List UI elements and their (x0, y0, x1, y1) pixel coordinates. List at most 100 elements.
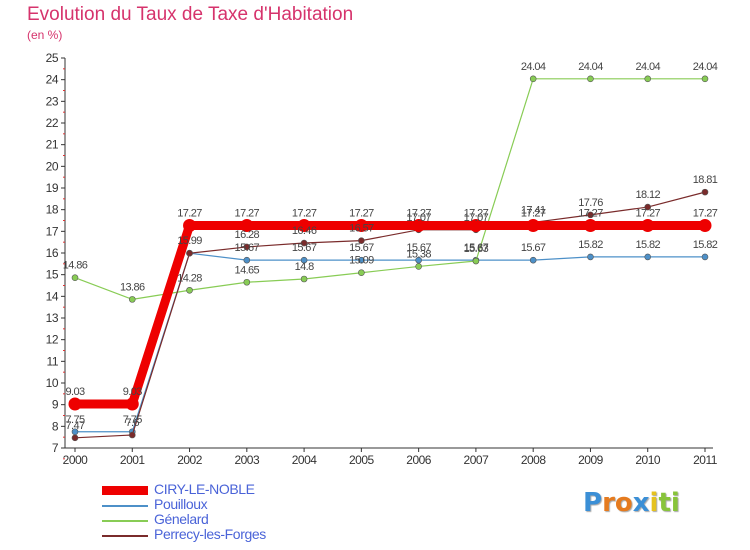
data-point (68, 397, 82, 411)
data-label: 15.38 (406, 248, 431, 260)
data-point (128, 431, 136, 439)
y-tick-label: 12 (46, 333, 59, 347)
data-label: 17.07 (406, 212, 431, 224)
y-tick-label: 23 (46, 94, 59, 108)
data-point (472, 257, 480, 265)
logo-letter: r (602, 488, 615, 518)
data-point (583, 218, 597, 232)
data-point (529, 256, 537, 264)
x-tick-label: 2007 (464, 453, 490, 467)
x-tick-label: 2000 (63, 453, 89, 467)
data-label: 7.47 (65, 420, 84, 432)
data-label: 15.67 (464, 242, 489, 254)
data-point (354, 218, 368, 232)
data-label: 17.27 (235, 207, 260, 219)
data-label: 17.27 (578, 207, 603, 219)
data-label: 17.27 (635, 207, 660, 219)
data-label: 17.27 (292, 207, 317, 219)
chart-series (68, 75, 712, 442)
data-label: 17.41 (521, 204, 546, 216)
data-label: 15.67 (349, 242, 374, 254)
data-label: 17.27 (406, 207, 431, 219)
legend-swatch-pouilloux (102, 505, 148, 507)
y-tick-label: 18 (46, 203, 59, 217)
logo-letter: P (583, 488, 603, 518)
chart-unit-label: (en %) (27, 28, 63, 42)
data-point (128, 296, 136, 303)
data-point (587, 211, 594, 219)
data-label: 15.82 (635, 239, 660, 251)
data-point (529, 75, 537, 83)
data-label: 15.82 (578, 239, 603, 251)
data-label: 14.86 (63, 260, 88, 272)
data-label: 24.04 (635, 61, 660, 73)
y-tick-label: 19 (46, 181, 59, 195)
y-tick-label: 17 (46, 224, 59, 238)
y-tick-label: 8 (52, 419, 59, 433)
data-point (300, 275, 308, 283)
data-point (300, 256, 308, 264)
data-label: 18.81 (693, 174, 718, 186)
data-label: 14.28 (177, 272, 202, 284)
data-label: 24.04 (521, 61, 546, 73)
data-label: 24.04 (693, 61, 718, 73)
chart-axes: 7 8 9 10 11 12 13 14 15 16 17 18 19 20 21 22 23 24 25 2000 2… (46, 51, 719, 467)
data-label: 13.86 (120, 281, 145, 293)
data-label: 14.8 (295, 261, 314, 273)
data-label: 16.46 (292, 225, 317, 237)
y-tick-label: 14 (46, 289, 59, 303)
data-point (358, 256, 365, 264)
data-point (701, 75, 709, 83)
data-label: 17.27 (177, 207, 202, 219)
x-tick-label: 2005 (349, 453, 375, 467)
legend-label-pouilloux: Pouilloux (154, 496, 208, 512)
y-tick-label: 10 (46, 376, 59, 390)
data-label: 17.27 (521, 207, 546, 219)
data-point (125, 397, 139, 411)
data-point (412, 218, 426, 232)
data-label: 17.76 (578, 197, 603, 209)
x-tick-label: 2001 (120, 453, 146, 467)
data-point (358, 269, 365, 277)
data-point (71, 434, 79, 442)
chart-title: Evolution du Taux de Taxe d'Habitation (27, 4, 354, 25)
y-tick-label: 22 (46, 116, 59, 130)
data-point (300, 239, 308, 247)
y-tick-label: 11 (47, 354, 59, 368)
data-label: 17.07 (464, 212, 489, 224)
data-point (186, 249, 193, 257)
x-tick-label: 2002 (177, 453, 203, 467)
data-point (701, 253, 709, 261)
legend-swatch-perrecy (102, 535, 148, 537)
data-point (641, 218, 655, 232)
data-point (71, 274, 79, 282)
data-label: 18.12 (635, 189, 660, 201)
data-label: 14.65 (235, 264, 260, 276)
x-tick-label: 2009 (578, 453, 604, 467)
data-label: 7.6 (126, 417, 140, 429)
data-point (243, 243, 251, 251)
data-label: 15.67 (292, 242, 317, 254)
data-point (587, 75, 594, 83)
series-line-3 (70, 220, 710, 409)
data-label: 17.27 (349, 207, 374, 219)
legend-label-perrecy: Perrecy-les-Forges (154, 526, 266, 542)
data-label: 15.67 (406, 242, 431, 254)
legend-label-genelard: Génelard (154, 511, 209, 527)
data-label: 15.09 (349, 255, 374, 267)
x-tick-label: 2010 (635, 453, 661, 467)
data-point (243, 256, 251, 264)
data-label: 15.82 (693, 239, 718, 251)
x-tick-label: 2004 (292, 453, 318, 467)
data-point (186, 286, 193, 294)
y-tick-label: 21 (46, 138, 59, 152)
data-label: 16.57 (349, 223, 374, 235)
x-tick-label: 2011 (693, 453, 718, 467)
data-label: 9.03 (65, 386, 84, 398)
data-label: 15.99 (177, 235, 202, 247)
logo-letter: x (632, 488, 650, 518)
data-label: 15.67 (235, 242, 260, 254)
data-label: 9.03 (123, 386, 142, 398)
data-point (701, 188, 709, 196)
